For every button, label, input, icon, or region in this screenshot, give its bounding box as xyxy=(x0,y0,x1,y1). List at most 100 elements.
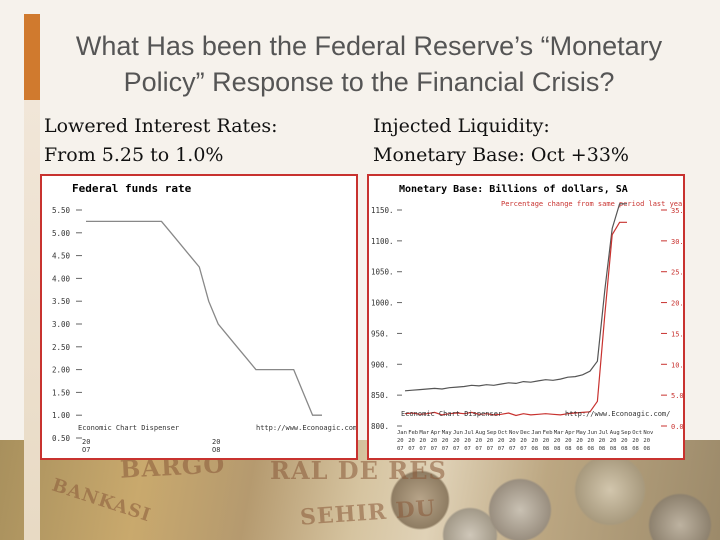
x-tick-label: Apr xyxy=(565,430,576,436)
x-tick-label: 08 xyxy=(621,446,628,452)
x-tick-label: 20 xyxy=(576,438,583,444)
x-tick-label: 20 xyxy=(610,438,617,444)
x-tick-label: O7 xyxy=(82,446,90,454)
x-tick-label: 20 xyxy=(408,438,415,444)
fed-funds-chart-svg: Federal funds rate 5.50 5.00 4.50 4.00 3.50 3.… xyxy=(52,182,361,454)
x-tick-label: 08 xyxy=(565,446,572,452)
x-tick-label: 20 xyxy=(453,438,460,444)
chart-footer-right: http://www.Econoagic.com/ xyxy=(565,410,670,418)
x-tick-label: 20 xyxy=(643,438,650,444)
left-y-tick-label: 850. xyxy=(371,391,389,400)
x-tick-label: 08 xyxy=(531,446,538,452)
slide-title-line: What Has been the Federal Reserve’s “Mon… xyxy=(75,31,663,61)
left-heading-line: From 5.25 to 1.0% xyxy=(44,144,224,166)
x-tick-label: Feb xyxy=(543,430,553,436)
chart-title: Federal funds rate xyxy=(72,182,192,195)
x-tick-label: 08 xyxy=(554,446,561,452)
x-tick-label: Jul xyxy=(599,430,609,436)
chart-title: Monetary Base: Billions of dollars, SA xyxy=(399,183,628,195)
x-tick-label: 20 xyxy=(599,438,606,444)
x-tick-label: Nov xyxy=(643,430,654,436)
left-y-tick-label: 800. xyxy=(371,422,389,431)
x-tick-label: 20 xyxy=(632,438,639,444)
x-tick-label: 20 xyxy=(212,438,220,446)
x-tick-label: Jan xyxy=(531,430,541,436)
x-tick-label: Nov xyxy=(509,430,520,436)
x-tick-label: Sep xyxy=(487,430,497,436)
y-tick-label: 4.00 xyxy=(52,274,71,283)
x-tick-label: 20 xyxy=(475,438,482,444)
x-tick-label: 20 xyxy=(431,438,438,444)
x-tick-label: May xyxy=(576,430,587,436)
right-y-tick-label: 0.0 xyxy=(671,423,683,431)
y-tick-label: 1.50 xyxy=(52,388,71,397)
right-y-tick-label: 25.0 xyxy=(671,269,683,277)
x-tick-label: Jul xyxy=(464,430,474,436)
left-y-tick-label: 1000. xyxy=(371,299,394,308)
x-tick-label: 07 xyxy=(509,446,516,452)
x-tick-label: 08 xyxy=(576,446,583,452)
banknote-text: RAL DE RES xyxy=(270,456,447,485)
left-y-tick-label: 1150. xyxy=(371,206,394,215)
x-tick-label: Mar xyxy=(554,430,565,436)
chart-footer-left: Economic Chart Dispenser xyxy=(78,424,179,432)
slide-title-line: Policy” Response to the Financial Crisis… xyxy=(123,67,615,97)
right-y-tick-label: 30.0 xyxy=(671,238,683,246)
x-tick-label: 07 xyxy=(498,446,505,452)
x-tick-label: 07 xyxy=(419,446,426,452)
x-tick-label: Dec xyxy=(520,430,530,436)
x-tick-label: 20 xyxy=(621,438,628,444)
right-y-tick-label: 35.0 xyxy=(671,207,683,215)
x-tick-label: 20 xyxy=(520,438,527,444)
x-tick-label: 20 xyxy=(565,438,572,444)
slide-accent-bar xyxy=(24,14,40,540)
slide-title: What Has been the Federal Reserve’s “Mon… xyxy=(44,28,694,100)
x-tick-label: 07 xyxy=(453,446,460,452)
x-tick-label: Sep xyxy=(621,430,631,436)
x-tick-label: 20 xyxy=(464,438,471,444)
x-tick-label: 07 xyxy=(442,446,449,452)
banknote-text: SEHIR DU xyxy=(299,495,437,531)
x-tick-label: Oct xyxy=(632,430,642,436)
right-heading: Injected Liquidity: Monetary Base: Oct +… xyxy=(373,112,629,170)
x-tick-label: Oct xyxy=(498,430,508,436)
x-tick-label: May xyxy=(442,430,453,436)
right-y-tick-label: 5.0 xyxy=(671,392,683,400)
y-tick-label: 1.00 xyxy=(52,411,71,420)
left-y-tick-label: 950. xyxy=(371,329,389,338)
right-y-tick-label: 10.0 xyxy=(671,361,683,369)
x-tick-label: 08 xyxy=(632,446,639,452)
x-tick-label: 07 xyxy=(464,446,471,452)
right-y-tick-label: 20.0 xyxy=(671,300,683,308)
x-tick-label: 20 xyxy=(531,438,538,444)
chart-footer-left: Economic Chart Dispenser xyxy=(401,410,502,418)
left-y-tick-label: 1100. xyxy=(371,237,394,246)
x-tick-label: Feb xyxy=(408,430,418,436)
x-tick-label: Jun xyxy=(587,430,597,436)
x-tick-label: 07 xyxy=(397,446,404,452)
x-tick-label: 20 xyxy=(397,438,404,444)
x-tick-label: O8 xyxy=(212,446,220,454)
x-tick-label: Aug xyxy=(475,430,485,436)
x-tick-label: 20 xyxy=(82,438,90,446)
right-heading-line: Injected Liquidity: xyxy=(373,115,550,137)
x-tick-label: 07 xyxy=(520,446,527,452)
x-tick-label: 20 xyxy=(587,438,594,444)
x-tick-label: Mar xyxy=(419,430,430,436)
fed-funds-line xyxy=(86,220,322,416)
x-tick-label: 20 xyxy=(509,438,516,444)
right-y-tick-label: 15.0 xyxy=(671,330,683,338)
y-tick-label: 5.00 xyxy=(52,229,71,238)
x-tick-label: 07 xyxy=(431,446,438,452)
left-y-tick-label: 1050. xyxy=(371,268,394,277)
monetary-base-line xyxy=(404,203,627,392)
x-tick-label: 20 xyxy=(543,438,550,444)
y-tick-label: 4.50 xyxy=(52,252,71,261)
x-tick-label: 07 xyxy=(487,446,494,452)
x-tick-label: Jan xyxy=(397,430,407,436)
left-y-tick-label: 900. xyxy=(371,360,389,369)
x-tick-label: Apr xyxy=(431,430,442,436)
pct-change-line xyxy=(404,221,627,417)
monetary-base-chart-svg: Monetary Base: Billions of dollars, SA Pe… xyxy=(371,183,688,452)
x-tick-label: 07 xyxy=(475,446,482,452)
